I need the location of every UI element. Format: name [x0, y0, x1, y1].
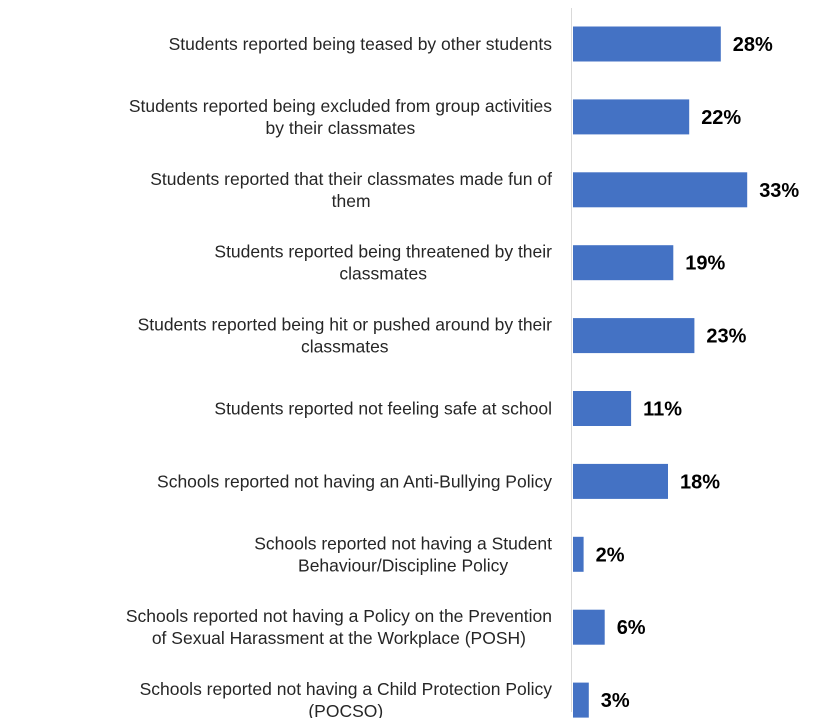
value-label: 3% [601, 690, 630, 712]
category-label: Students reported being teased by other … [169, 34, 553, 54]
value-labels-group: 28% 22% 33% 19% 23% 11% 18% 2% 6% 3% [596, 34, 800, 712]
category-label: Behaviour/Discipline Policy [298, 555, 508, 575]
bar [573, 609, 605, 645]
bar [573, 682, 589, 718]
bar [573, 172, 748, 208]
category-labels-group: Students reported being teased by other … [126, 34, 552, 718]
bar [573, 318, 695, 354]
bar [573, 99, 690, 135]
category-label: Schools reported not having a Child Prot… [140, 679, 553, 699]
value-label: 33% [759, 180, 799, 202]
value-label: 2% [596, 544, 625, 566]
category-label: Schools reported not having a Policy on … [126, 606, 552, 626]
value-label: 18% [680, 471, 720, 493]
category-label: Schools reported not having a Student [254, 533, 552, 553]
category-label: Students reported being hit or pushed ar… [138, 315, 553, 335]
category-label: Students reported that their classmates … [150, 169, 552, 189]
category-label: by their classmates [266, 118, 416, 138]
category-label: them [332, 191, 371, 211]
bars-group [573, 26, 748, 718]
category-label: Students reported being threatened by th… [214, 242, 552, 262]
bar [573, 26, 721, 62]
bar [573, 463, 668, 499]
category-label: Students reported not feeling safe at sc… [214, 399, 552, 419]
bar [573, 536, 584, 572]
category-label: of Sexual Harassment at the Workplace (P… [152, 628, 526, 648]
value-label: 23% [706, 326, 746, 348]
category-label: Schools reported not having an Anti-Bull… [157, 471, 552, 491]
category-label: (POCSO) [308, 701, 383, 718]
category-label: Students reported being excluded from gr… [129, 96, 552, 116]
value-label: 28% [733, 34, 773, 56]
value-label: 6% [617, 617, 646, 639]
value-label: 22% [701, 107, 741, 129]
value-label: 11% [643, 399, 682, 421]
bar [573, 245, 674, 281]
category-label: classmates [339, 264, 427, 284]
bar [573, 391, 632, 426]
value-label: 19% [685, 253, 725, 275]
category-label: classmates [301, 337, 389, 357]
